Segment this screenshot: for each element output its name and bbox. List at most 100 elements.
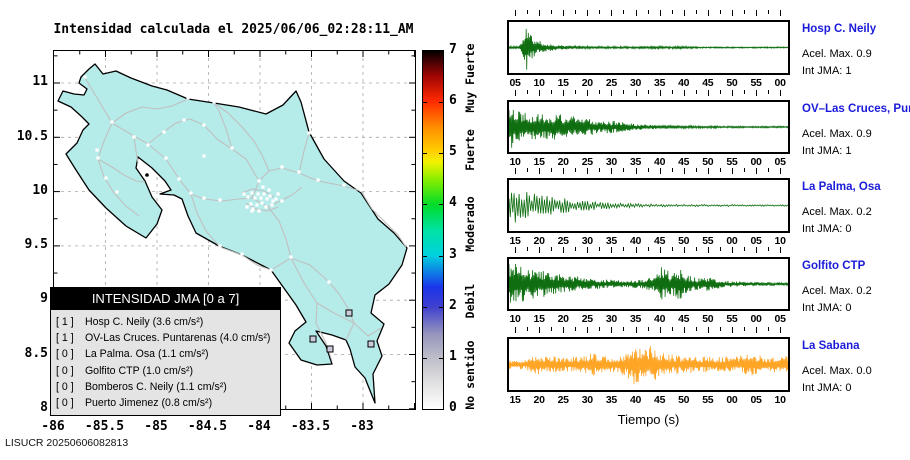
tick-mark-minor — [743, 90, 745, 94]
y-tick-label: 8 — [40, 400, 48, 415]
tick-mark — [683, 327, 685, 333]
tick-mark — [780, 168, 782, 174]
tick-mark — [635, 247, 637, 253]
tick-mark — [707, 168, 709, 174]
legend-item: [ 0 ] Golfito CTP (1.0 cm/s²) — [56, 363, 275, 379]
colorbar-tick-label: 7 — [449, 42, 457, 57]
tick-mark — [731, 90, 733, 96]
tick-mark — [611, 10, 613, 16]
colorbar-category-label: Moderado — [463, 196, 477, 252]
tick-mark-minor — [599, 247, 601, 251]
tick-mark-minor — [719, 90, 721, 94]
map-station-dot — [251, 207, 255, 211]
y-tick-label: 10 — [32, 182, 48, 198]
tick-mark-minor — [599, 10, 601, 14]
waveform-x-tick-label: 15 — [509, 235, 521, 247]
intensity-legend: INTENSIDAD JMA [0 a 7] [ 1 ] Hosp C. Nei… — [50, 287, 281, 417]
tick-mark-minor — [768, 90, 770, 94]
map-station-dot — [261, 185, 265, 189]
tick-mark — [707, 327, 709, 333]
map-station-dot — [249, 202, 253, 206]
colorbar-category-label: Debil — [463, 283, 477, 318]
tick-mark-minor — [671, 168, 673, 172]
map-station-dot — [212, 100, 216, 104]
waveform-trace-5 — [509, 346, 788, 385]
waveform-x-tick-label: 35 — [629, 313, 642, 325]
legend-item-intensity: [ 0 ] — [56, 380, 74, 393]
colorbar-tick — [439, 102, 443, 104]
station-int-jma: Int JMA: 0 — [802, 302, 852, 314]
tick-mark-minor — [575, 10, 577, 14]
tick-mark — [659, 90, 661, 96]
tick-mark-minor — [671, 10, 673, 14]
tick-mark-minor — [671, 327, 673, 331]
tick-mark-minor — [647, 90, 649, 94]
colorbar-tick — [439, 153, 443, 155]
tick-mark-minor — [719, 168, 721, 172]
footer-id-text: LISUCR 20250606082813 — [5, 437, 129, 449]
map-station-dot — [307, 131, 311, 135]
y-tick-label: 8.5 — [24, 345, 48, 361]
map-station-dot — [115, 190, 119, 194]
tick-mark — [563, 10, 565, 16]
map-station-dot — [189, 191, 193, 195]
map-station-dot — [230, 146, 234, 150]
tick-mark — [707, 10, 709, 16]
legend-item-station: Bomberos C. Neily (1.1 cm/s²) — [82, 380, 227, 393]
tick-mark — [756, 327, 757, 333]
map-station-dot — [280, 165, 284, 169]
colorbar-tick — [439, 357, 443, 359]
station-int-jma: Int JMA: 1 — [802, 145, 852, 157]
tick-mark-minor — [527, 10, 529, 14]
waveform-x-tick-label: 05 — [750, 235, 762, 247]
map-station-dot — [182, 118, 186, 122]
tick-mark-minor — [743, 10, 745, 14]
waveform-x-tick-label: 55 — [702, 394, 714, 406]
intensity-colorbar — [422, 50, 444, 410]
station-name: Golfito CTP — [802, 260, 866, 272]
legend-item-intensity: [ 1 ] — [56, 316, 74, 328]
map-station-dot — [202, 123, 206, 127]
legend-item: [ 1 ] Hosp C. Neily (3.6 cm/s²) — [56, 314, 275, 330]
map-station-dot — [177, 177, 181, 181]
waveform-x-tick-label: 15 — [557, 77, 569, 89]
tick-mark — [611, 327, 613, 333]
tick-mark — [731, 168, 733, 174]
tick-mark-minor — [551, 168, 553, 172]
tick-mark-minor — [743, 168, 745, 172]
tick-mark — [683, 247, 685, 253]
map-title: Intensidad calculada el 2025/06/06_02:28… — [53, 22, 414, 37]
tick-mark — [780, 90, 782, 96]
tick-mark — [756, 90, 757, 96]
tick-mark-minor — [527, 327, 529, 331]
costa-rica-landmass — [57, 63, 408, 404]
colorbar-tick — [439, 255, 443, 257]
waveform-x-tick-label: 45 — [654, 235, 666, 247]
waveform-x-tick-label: 50 — [702, 156, 714, 168]
tick-mark — [515, 168, 516, 174]
map-station-dot — [95, 148, 99, 152]
tick-mark — [587, 327, 589, 333]
waveform-x-tick-label: 50 — [678, 394, 690, 406]
map-station-dot — [327, 280, 331, 284]
waveform-x-tick-label: 20 — [581, 77, 593, 89]
tick-mark-minor — [623, 327, 625, 331]
tick-mark — [515, 10, 516, 16]
legend-items: [ 1 ] Hosp C. Neily (3.6 cm/s²)[ 1 ] OV-… — [51, 310, 280, 415]
map-station-dot — [202, 154, 206, 158]
waveform-x-tick-label: 00 — [726, 235, 738, 247]
waveform-x-tick-label: 50 — [678, 235, 690, 247]
station-int-jma: Int JMA: 0 — [802, 223, 852, 235]
tick-mark-minor — [671, 247, 673, 251]
station-name: OV–Las Cruces, Puntar — [802, 103, 910, 115]
x-tick-label: -84 — [247, 419, 271, 434]
tick-mark-minor — [527, 168, 529, 172]
map-station-dot — [202, 196, 206, 200]
map-canvas — [54, 51, 415, 409]
waveform-x-tick-label: 45 — [678, 156, 690, 168]
waveform-x-tick-label: 00 — [726, 394, 738, 406]
colorbar-tick-label: 3 — [449, 246, 457, 262]
tick-mark-minor — [575, 168, 577, 172]
tick-mark — [539, 168, 541, 174]
